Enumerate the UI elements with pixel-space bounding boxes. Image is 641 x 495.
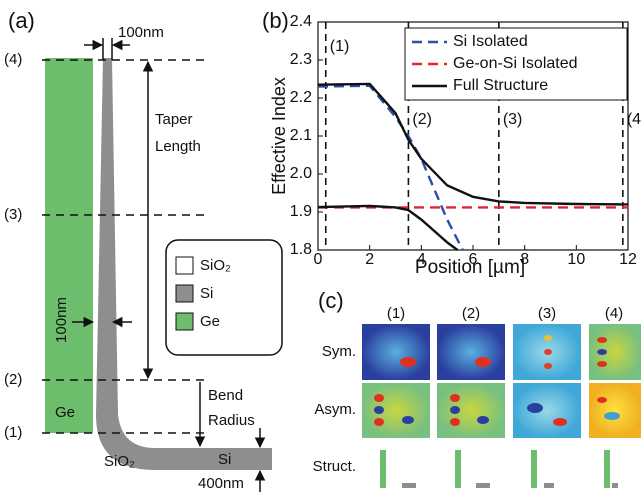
row-label: Sym.: [322, 343, 356, 360]
row-label: Struct.: [313, 458, 356, 475]
y-tick-label: 2.3: [290, 51, 312, 68]
y-tick-label: 2.2: [290, 89, 312, 106]
region-label: (3): [503, 111, 523, 128]
level-label: (4): [4, 51, 22, 68]
column-label: (3): [538, 305, 556, 322]
bend-label: Bend: [208, 387, 243, 404]
panel-c: (c) (1) (2) (3) (4) Sym. Asym. Struct.: [313, 288, 641, 495]
y-axis-label: Effective Index: [269, 77, 289, 195]
column-label: (2): [462, 305, 480, 322]
legend-label: Ge: [200, 313, 220, 330]
panel-label: (b): [262, 8, 289, 33]
column-label: (1): [387, 305, 405, 322]
row-label: Asym.: [314, 401, 356, 418]
x-tick-label: 12: [619, 251, 637, 268]
material-legend: SiO₂ Si Ge: [166, 240, 282, 355]
y-tick-label: 2.4: [290, 13, 312, 30]
legend-label: Si: [200, 285, 213, 302]
x-tick-label: 6: [469, 251, 478, 268]
y-tick-label: 2.0: [290, 165, 312, 182]
column-label: (4): [605, 305, 623, 322]
y-tick-label: 1.8: [290, 241, 312, 258]
top-width: 100nm: [118, 24, 164, 41]
ge-label: Ge: [55, 404, 75, 421]
panel-label: (c): [318, 288, 344, 313]
mode-images: [362, 324, 641, 495]
legend-label: Ge-on-Si Isolated: [453, 55, 578, 72]
figure: (a) (4) (3) (2) (1) 100nm Taper Length B…: [0, 0, 641, 495]
panel-b: (b) Position [µm] Effective Index 1.81.9…: [262, 8, 641, 278]
legend-label: Si Isolated: [453, 33, 528, 50]
level-label: (3): [4, 206, 22, 223]
x-tick-label: 8: [520, 251, 529, 268]
taper-label: Taper: [155, 111, 193, 128]
x-tick-label: 2: [365, 251, 374, 268]
x-tick-label: 4: [417, 251, 426, 268]
panel-a: (a) (4) (3) (2) (1) 100nm Taper Length B…: [4, 8, 282, 492]
taper-label: Length: [155, 138, 201, 155]
x-tick-label: 0: [314, 251, 323, 268]
legend-label: SiO₂: [200, 257, 231, 274]
legend-label: Full Structure: [453, 77, 548, 94]
si-width: 400nm: [198, 475, 244, 492]
level-label: (1): [4, 424, 22, 441]
panel-label: (a): [8, 8, 35, 33]
ge-layer: [45, 58, 93, 433]
ge-width: 100nm: [53, 297, 70, 343]
si-label: Si: [218, 451, 231, 468]
x-tick-label: 10: [567, 251, 585, 268]
bend-label: Radius: [208, 412, 255, 429]
level-label: (2): [4, 371, 22, 388]
y-tick-label: 2.1: [290, 127, 312, 144]
region-label: (2): [412, 111, 432, 128]
region-label: (1): [330, 38, 350, 55]
region-label: (4): [627, 111, 641, 128]
y-tick-label: 1.9: [290, 203, 312, 220]
cladding-label: SiO₂: [104, 453, 135, 470]
